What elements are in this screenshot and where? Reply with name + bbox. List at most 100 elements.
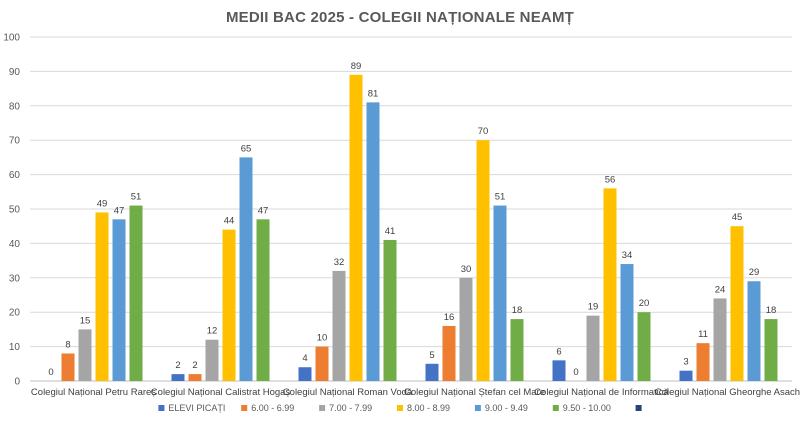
data-label: 3 — [683, 357, 688, 368]
legend-label: 9.00 - 9.49 — [485, 403, 528, 413]
bar — [298, 367, 312, 381]
gridlines — [30, 36, 792, 382]
data-label: 18 — [766, 305, 777, 316]
data-label: 0 — [48, 367, 53, 378]
data-label: 41 — [385, 226, 396, 237]
y-tick-label: 90 — [9, 67, 21, 78]
bar — [78, 329, 92, 381]
data-label: 51 — [495, 192, 506, 203]
bar — [239, 157, 253, 381]
y-tick-label: 30 — [9, 273, 21, 284]
category-label: Colegiul Național Ștefan cel Mare — [404, 387, 545, 398]
category-label: Colegiul Național Roman Vodă — [283, 387, 413, 398]
bar — [747, 281, 761, 381]
legend-swatch — [241, 405, 248, 411]
data-label: 2 — [175, 360, 180, 371]
bar — [696, 343, 710, 381]
bar — [637, 312, 651, 381]
legend-swatch — [474, 405, 481, 411]
bar — [459, 277, 473, 381]
category-label: Colegiul Național Gheorghe Asachi — [655, 387, 800, 398]
bar — [425, 363, 439, 381]
bar — [171, 374, 185, 381]
data-label: 6 — [556, 346, 561, 357]
data-label: 0 — [573, 367, 578, 378]
legend-swatch — [552, 405, 559, 411]
bar — [349, 74, 363, 381]
data-label: 89 — [351, 61, 362, 72]
bar — [112, 219, 126, 381]
data-label: 70 — [478, 126, 489, 137]
bar — [95, 212, 109, 381]
bar — [586, 315, 600, 381]
y-tick-label: 70 — [9, 136, 21, 147]
bar — [315, 346, 329, 381]
legend-swatch — [635, 405, 642, 411]
bar — [222, 229, 236, 381]
y-tick-label: 50 — [9, 205, 21, 216]
data-label: 16 — [444, 312, 455, 323]
bars — [61, 74, 778, 382]
bar — [603, 188, 617, 381]
bar — [620, 264, 634, 381]
bar — [61, 353, 75, 381]
y-tick-label: 60 — [9, 170, 21, 181]
data-label: 5 — [429, 350, 434, 361]
y-tick-label: 10 — [9, 342, 21, 353]
y-tick-label: 40 — [9, 239, 21, 250]
data-label: 45 — [732, 212, 743, 223]
data-label: 47 — [258, 205, 269, 216]
category-label: Colegiul Național Petru Rareș — [31, 387, 156, 398]
legend-swatch — [158, 405, 165, 411]
data-label: 2 — [192, 360, 197, 371]
bar — [493, 205, 507, 381]
category-label: Colegiul Național de Informatică — [534, 387, 669, 398]
legend-label: 6.00 - 6.99 — [251, 403, 294, 413]
data-label: 12 — [207, 326, 218, 337]
bar — [764, 319, 778, 381]
data-label: 32 — [334, 257, 345, 268]
data-label: 11 — [698, 329, 708, 340]
chart-title: MEDII BAC 2025 - COLEGII NAȚIONALE NEAMȚ — [226, 9, 574, 26]
bar — [332, 270, 346, 381]
data-label: 65 — [241, 143, 252, 154]
data-label: 20 — [639, 298, 650, 309]
data-label: 29 — [749, 267, 760, 278]
bar — [256, 219, 270, 381]
bar — [188, 374, 202, 381]
bar — [476, 140, 490, 381]
bar — [552, 360, 566, 381]
legend-swatch — [397, 405, 403, 411]
bar — [205, 339, 219, 381]
data-label: 4 — [302, 353, 307, 364]
bar — [442, 325, 456, 381]
data-label: 18 — [512, 305, 523, 316]
data-label: 49 — [97, 198, 108, 209]
data-label: 30 — [461, 264, 472, 275]
y-tick-label: 20 — [9, 308, 21, 319]
data-label: 44 — [224, 216, 235, 227]
legend-swatch — [319, 405, 326, 411]
bar — [383, 239, 397, 381]
data-label: 8 — [65, 339, 70, 350]
category-label: Colegiul Național Calistrat Hogaș — [151, 387, 291, 398]
legend-label: 9.50 - 10.00 — [563, 403, 611, 413]
legend-label: 7.00 - 7.99 — [329, 403, 372, 413]
legend-label: ELEVI PICAȚI — [168, 403, 225, 413]
y-axis-ticks: 0 10 20 30 40 50 60 70 80 90 100 — [3, 33, 20, 388]
data-label: 24 — [715, 284, 726, 295]
data-label: 15 — [80, 315, 91, 326]
y-tick-label: 0 — [14, 377, 20, 388]
bar — [510, 319, 524, 381]
y-tick-label: 80 — [9, 101, 21, 112]
bar — [366, 102, 380, 382]
y-tick-label: 100 — [3, 33, 20, 44]
bar — [679, 370, 693, 381]
data-label: 19 — [588, 302, 599, 313]
data-label: 47 — [114, 205, 125, 216]
legend: ELEVI PICAȚI 6.00 - 6.99 7.00 - 7.99 8.00 -… — [158, 403, 642, 413]
